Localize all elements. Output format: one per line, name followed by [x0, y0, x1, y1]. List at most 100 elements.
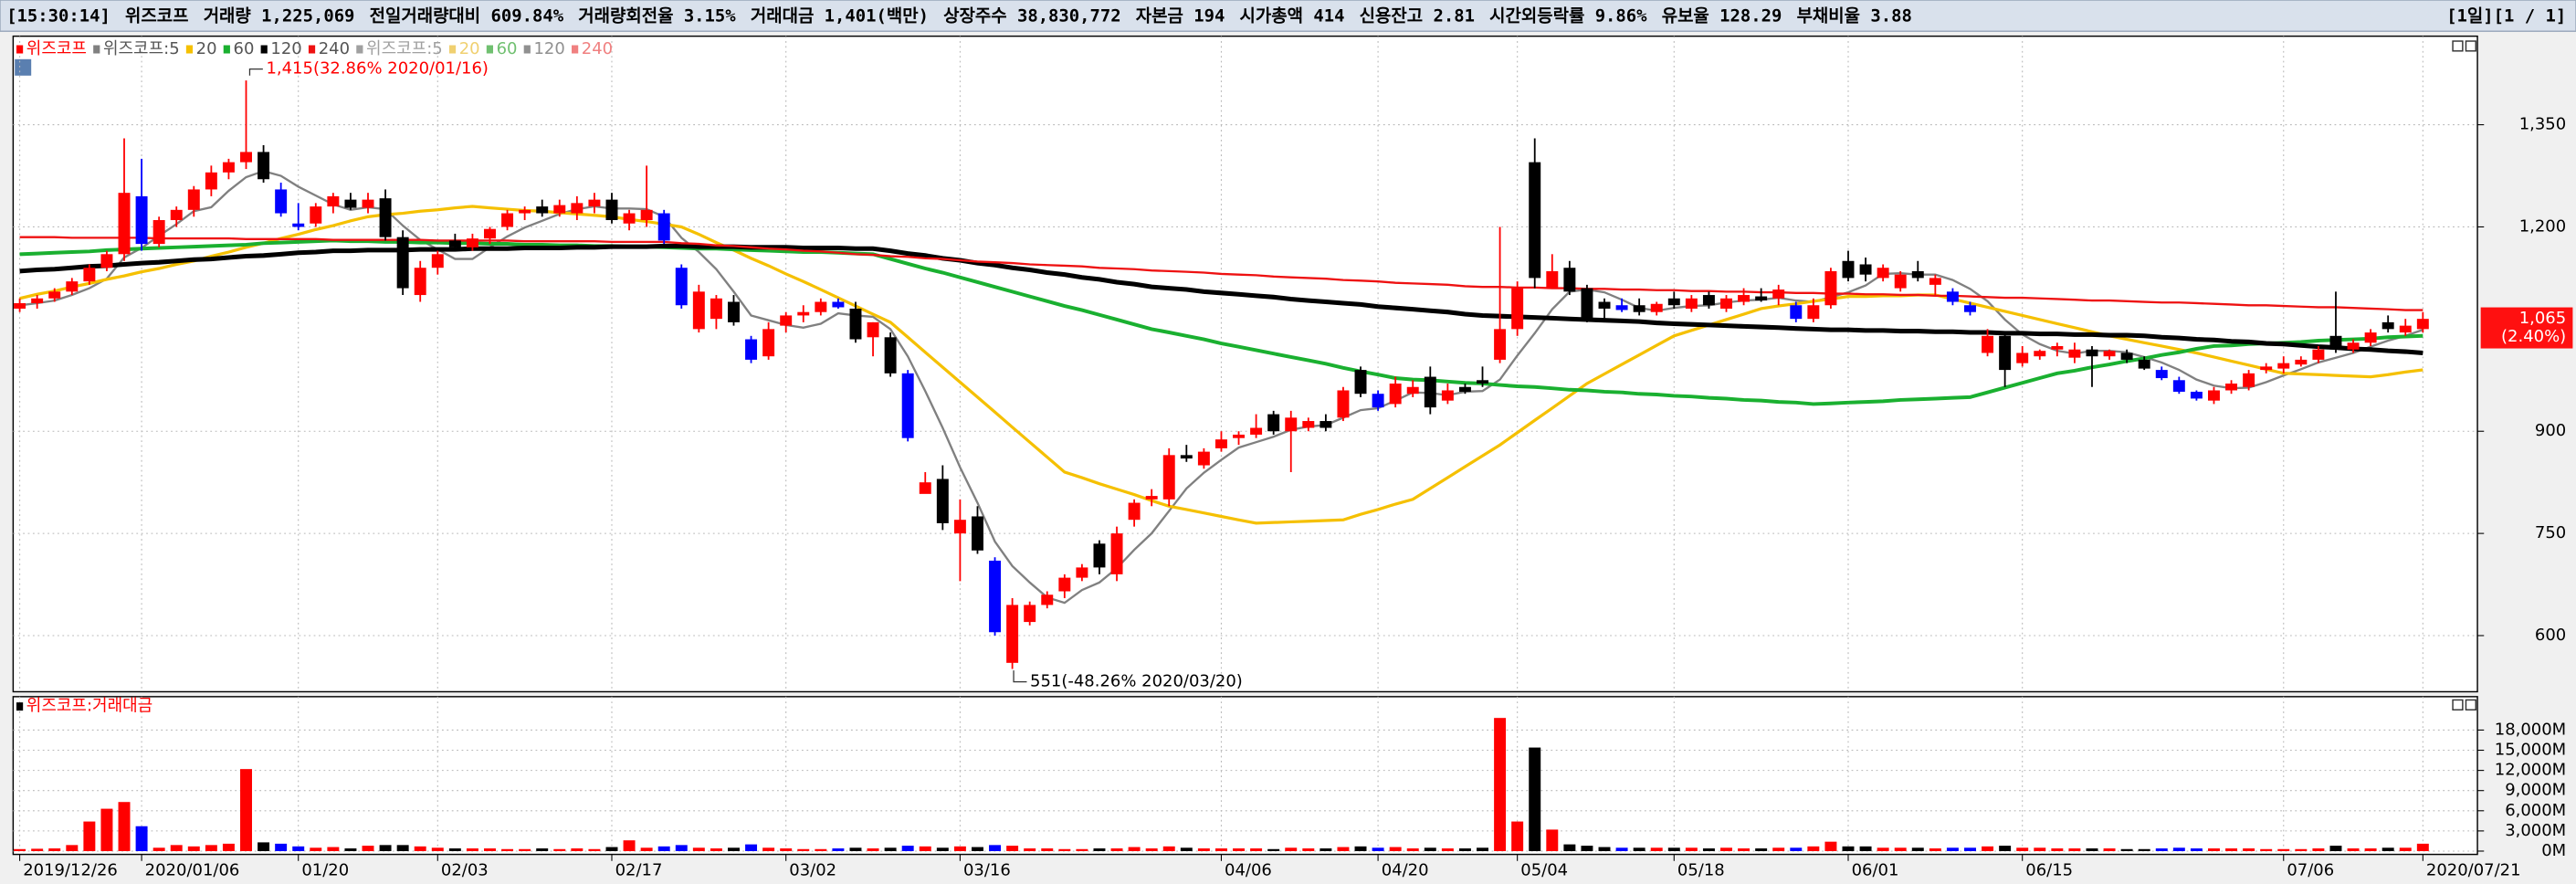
volume-bar: [1320, 848, 1332, 851]
candle-body: [675, 268, 688, 306]
candle-body: [1494, 329, 1507, 360]
x-tick-label: 2019/12/26: [23, 861, 118, 880]
volume-bar: [953, 846, 966, 851]
legend-swatch: [185, 45, 194, 54]
volume-bar: [1267, 848, 1280, 851]
candle-body: [1824, 270, 1837, 306]
volume-bar: [1006, 846, 1019, 851]
candle-body: [2103, 351, 2116, 357]
candle-body: [2155, 370, 2168, 379]
candle-body: [657, 213, 670, 241]
volume-bar: [1354, 846, 1367, 851]
candle-body: [1650, 303, 1663, 312]
candle-body: [66, 281, 79, 292]
volume-bar: [605, 847, 618, 851]
volume-bar: [1372, 847, 1384, 851]
candle-body: [1145, 496, 1158, 500]
info-item: [15:30:14]: [6, 6, 110, 26]
legend-label: 60: [234, 39, 255, 58]
volume-bar: [728, 847, 740, 851]
info-item: 시가총액 414: [1240, 6, 1345, 26]
info-bar: [0, 0, 2576, 32]
info-item: 거래대금 1,401(백만): [751, 6, 929, 26]
candle-body: [640, 209, 653, 221]
volume-bar: [1772, 847, 1785, 851]
volume-bar: [310, 847, 322, 851]
candle-body: [2381, 321, 2394, 330]
candle-body: [1458, 386, 1471, 392]
x-tick-label: 02/03: [441, 861, 489, 880]
volume-bar: [1807, 846, 1820, 851]
candle-body: [2086, 349, 2098, 357]
candle-body: [414, 268, 426, 296]
panel-button[interactable]: [2465, 40, 2476, 52]
volume-bar: [2190, 848, 2203, 851]
candle-body: [1807, 305, 1820, 320]
volume-bar: [1702, 848, 1715, 851]
candle-body: [362, 199, 374, 208]
volume-bar: [48, 848, 61, 851]
volume-bar: [989, 845, 1002, 851]
volume-bar: [1790, 847, 1803, 851]
volume-bar: [588, 848, 601, 851]
volume-bar: [867, 848, 879, 851]
low-annotation: 551(-48.26% 2020/03/20): [1030, 672, 1243, 691]
y-tick-label: 15,000M: [2495, 741, 2566, 760]
candle-body: [1894, 274, 1907, 289]
legend-label: 20: [459, 39, 480, 58]
panel-button[interactable]: [2452, 40, 2464, 52]
candle-body: [1529, 162, 1541, 279]
chart-icon[interactable]: [15, 58, 32, 76]
x-tick-label: 07/06: [2287, 861, 2334, 880]
candle-body: [344, 199, 357, 208]
volume-bar: [1285, 847, 1298, 851]
volume-bar: [2295, 848, 2308, 851]
volume-bar: [2155, 848, 2168, 851]
volume-bar: [1999, 846, 2012, 851]
volume-bar: [1511, 821, 1524, 851]
panel-button[interactable]: [2452, 699, 2464, 710]
volume-bar: [2364, 848, 2377, 851]
candle-body: [1285, 417, 1298, 432]
volume-bar: [780, 848, 793, 851]
candle-body: [797, 311, 810, 316]
candle-body: [1110, 533, 1123, 574]
x-tick-label: 2020/07/21: [2426, 861, 2521, 880]
volume-bar: [1598, 847, 1611, 851]
volume-bar: [2329, 846, 2342, 851]
volume-bar: [118, 802, 131, 851]
volume-bar: [1424, 847, 1436, 851]
volume-bar: [1024, 848, 1036, 851]
legend-label: 60: [497, 39, 518, 58]
candle-body: [2120, 353, 2133, 360]
candle-body: [14, 303, 26, 309]
candle-body: [1076, 567, 1088, 578]
volume-bar: [448, 848, 461, 851]
info-item: 거래량회전율 3.15%: [578, 6, 736, 26]
panel-button[interactable]: [2465, 699, 2476, 710]
page-indicator[interactable]: [1일][1 / 1]: [2446, 6, 2566, 26]
volume-bar: [1738, 848, 1751, 851]
volume-bar: [1667, 847, 1680, 851]
info-item: 부채비율 3.88: [1797, 6, 1912, 26]
candle-body: [2138, 359, 2150, 369]
price-panel: [12, 35, 2478, 693]
legend-label: 120: [270, 39, 301, 58]
legend-swatch: [16, 45, 24, 54]
candle-body: [170, 209, 183, 221]
volume-bar: [1546, 829, 1559, 851]
candle-body: [1581, 288, 1593, 320]
y-tick-label: 1,350: [2519, 115, 2567, 134]
candle-body: [1929, 278, 1941, 285]
volume-bar: [1824, 841, 1837, 851]
x-tick-label: 04/20: [1382, 861, 1429, 880]
candle-body: [327, 195, 340, 207]
legend-swatch: [16, 702, 24, 711]
volume-bar: [1982, 846, 1994, 851]
volume-bar: [1389, 847, 1402, 851]
volume-bar: [1145, 848, 1158, 851]
candle-body: [205, 172, 217, 190]
candle-body: [867, 321, 879, 338]
candle-body: [1197, 451, 1210, 466]
volume-bar: [1128, 847, 1141, 851]
